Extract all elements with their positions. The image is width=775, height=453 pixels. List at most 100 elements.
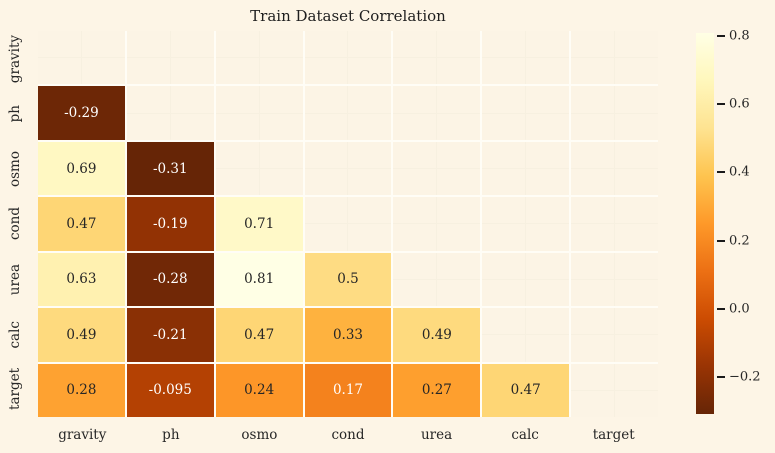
y-tick-label-ph: ph — [0, 86, 30, 141]
heatmap-cell-target-calc: 0.47 — [482, 363, 570, 417]
cell-value: 0.47 — [510, 382, 541, 399]
cell-value: -0.19 — [152, 215, 188, 232]
heatmap-cell-masked — [571, 141, 658, 196]
heatmap-grid: -0.29 0.69 -0.31 0.47 -0.19 0.71 0.63 -0.28 0.81… — [38, 31, 658, 417]
x-tick-label-target: target — [592, 427, 635, 443]
y-tick-text: calc — [7, 320, 23, 349]
y-tick-label-cond: cond — [0, 196, 30, 251]
cell-value: 0.17 — [332, 382, 364, 399]
heatmap-cell-urea-osmo: 0.81 — [215, 252, 303, 307]
cell-value: 0.49 — [66, 326, 97, 343]
cell-value: 0.71 — [244, 215, 275, 232]
heatmap-cell-masked — [482, 197, 570, 251]
heatmap-cell-target-gravity: 0.28 — [38, 363, 125, 417]
x-axis-labels: gravity ph osmo cond urea calc target — [38, 427, 658, 443]
colorbar-tick-mark — [717, 171, 725, 174]
y-tick-label-gravity: gravity — [0, 31, 30, 86]
heatmap-cell-masked — [126, 31, 214, 85]
colorbar-tick-mark — [717, 307, 725, 310]
heatmap-cell-masked — [482, 252, 570, 307]
heatmap-cell-masked — [38, 31, 125, 85]
heatmap-cell-calc-gravity: 0.49 — [38, 308, 125, 362]
cell-value: -0.28 — [152, 271, 188, 288]
colorbar-tick-label: 0.0 — [729, 301, 750, 317]
heatmap-cell-masked — [304, 141, 392, 196]
heatmap-cell-masked — [482, 86, 570, 140]
heatmap-cell-masked — [571, 86, 658, 140]
cell-value: 0.27 — [421, 382, 452, 399]
heatmap-cell-masked — [571, 252, 658, 307]
cell-value: -0.095 — [148, 382, 192, 399]
heatmap-cell-masked — [482, 308, 570, 362]
y-tick-text: urea — [7, 263, 23, 295]
cell-value: -0.21 — [152, 326, 188, 343]
heatmap-cell-osmo-gravity: 0.69 — [38, 141, 125, 196]
heatmap-cell-masked — [126, 86, 214, 140]
y-tick-text: cond — [7, 207, 23, 241]
heatmap-cell-target-ph: -0.095 — [126, 363, 214, 417]
heatmap-cell-masked — [304, 197, 392, 251]
y-tick-label-calc: calc — [0, 307, 30, 362]
heatmap-cell-urea-ph: -0.28 — [126, 252, 214, 307]
y-tick-label-osmo: osmo — [0, 141, 30, 196]
y-tick-text: target — [7, 368, 23, 411]
heatmap-cell-masked — [482, 31, 570, 85]
colorbar-tick-label: −0.2 — [729, 369, 761, 385]
heatmap-cell-masked — [393, 197, 481, 251]
colorbar-tick-mark — [717, 239, 725, 242]
heatmap-cell-cond-ph: -0.19 — [126, 197, 214, 251]
y-tick-text: ph — [7, 105, 23, 123]
heatmap-cell-target-osmo: 0.24 — [215, 363, 303, 417]
heatmap-cell-masked — [482, 141, 570, 196]
heatmap-cell-masked — [571, 31, 658, 85]
cell-value: 0.33 — [332, 326, 364, 343]
heatmap-cell-masked — [304, 31, 392, 85]
heatmap-cell-masked — [571, 197, 658, 251]
cell-value: 0.49 — [421, 326, 452, 343]
heatmap-cell-calc-ph: -0.21 — [126, 308, 214, 362]
heatmap-cell-cond-gravity: 0.47 — [38, 197, 125, 251]
chart-title: Train Dataset Correlation — [250, 7, 446, 25]
cell-value: 0.63 — [66, 271, 97, 288]
colorbar-tick-label: 0.8 — [729, 28, 750, 44]
heatmap-cell-masked — [393, 31, 481, 85]
colorbar-tick-label: 0.2 — [729, 233, 750, 248]
y-tick-label-urea: urea — [0, 252, 30, 307]
cell-value: 0.24 — [244, 382, 275, 399]
cell-value: -0.29 — [64, 105, 99, 122]
cell-value: 0.5 — [337, 271, 359, 288]
heatmap-cell-urea-cond: 0.5 — [304, 252, 392, 307]
cell-value: 0.47 — [244, 326, 275, 343]
heatmap-cell-osmo-ph: -0.31 — [126, 141, 214, 196]
x-tick-label-gravity: gravity — [58, 427, 107, 443]
heatmap-cell-masked — [571, 308, 658, 362]
y-axis-labels: gravity ph osmo cond urea calc target — [0, 31, 30, 417]
x-tick-label-urea: urea — [420, 427, 453, 443]
heatmap-cell-masked — [571, 363, 658, 417]
x-tick-label-osmo: osmo — [241, 427, 278, 443]
cell-value: 0.28 — [66, 382, 97, 399]
cell-value: -0.31 — [152, 160, 188, 177]
cell-value: 0.47 — [66, 215, 97, 232]
y-tick-label-target: target — [0, 362, 30, 417]
heatmap-cell-masked — [215, 86, 303, 140]
heatmap-cell-masked — [304, 86, 392, 140]
heatmap-cell-calc-urea: 0.49 — [393, 308, 481, 362]
heatmap-cell-calc-cond: 0.33 — [304, 308, 392, 362]
colorbar-tick-mark — [717, 375, 725, 378]
colorbar-tick-mark — [717, 103, 725, 106]
heatmap-cell-ph-gravity: -0.29 — [38, 86, 125, 140]
heatmap-cell-masked — [393, 141, 481, 196]
heatmap-cell-masked — [215, 31, 303, 85]
cell-value: 0.81 — [244, 271, 275, 288]
cell-value: 0.69 — [66, 160, 97, 177]
heatmap-cell-target-cond: 0.17 — [304, 363, 392, 417]
heatmap-cell-cond-osmo: 0.71 — [215, 197, 303, 251]
heatmap-cell-masked — [393, 252, 481, 307]
y-tick-text: gravity — [7, 34, 23, 83]
colorbar-gradient — [696, 33, 714, 414]
x-tick-label-cond: cond — [331, 427, 365, 443]
heatmap-cell-masked — [393, 86, 481, 140]
heatmap-cell-masked — [215, 141, 303, 196]
y-tick-text: osmo — [7, 150, 23, 187]
